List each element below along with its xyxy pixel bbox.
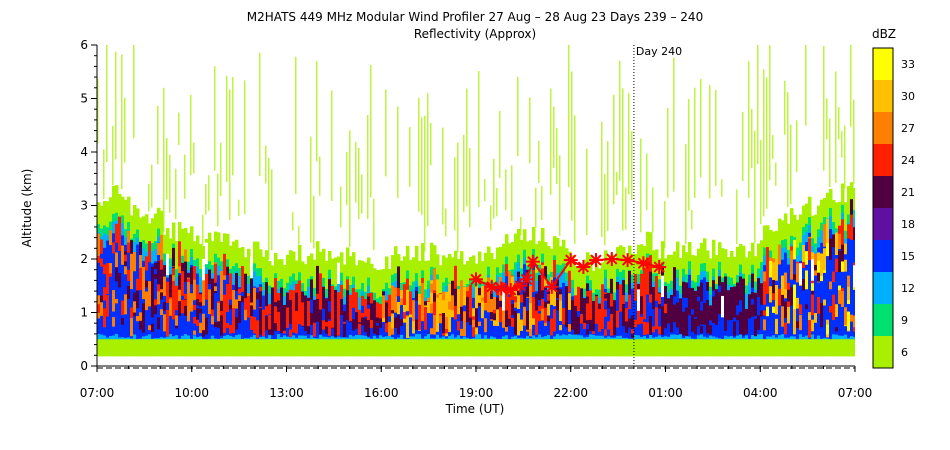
asterisk-marker [589, 253, 604, 268]
y-tick-label: 4 [80, 145, 88, 159]
x-tick-label: 22:00 [553, 386, 588, 400]
colorbar-swatch [873, 208, 893, 240]
x-axis-ticks: 07:00 10:00 13:00 16:00 19:00 22:00 01:00 04:00… [80, 366, 873, 400]
asterisk-marker [636, 256, 651, 271]
colorbar-swatch [873, 80, 893, 112]
chart-title: M2HATS 449 MHz Modular Wind Profiler 27 … [247, 10, 703, 24]
colorbar-swatch [873, 240, 893, 272]
asterisk-marker [544, 279, 559, 294]
chart-subtitle: Reflectivity (Approx) [414, 27, 536, 41]
colorbar-frame [872, 47, 894, 369]
x-tick-label: 19:00 [459, 386, 494, 400]
y-tick-label: 2 [80, 252, 88, 266]
y-tick-label: 5 [80, 92, 88, 106]
x-tick-label: 04:00 [743, 386, 778, 400]
colorbar: 33 30 27 24 21 18 15 12 9 6 [872, 47, 915, 369]
y-axis-ticks: 0 1 2 3 4 5 6 [80, 38, 97, 373]
asterisk-marker [519, 272, 534, 287]
asterisk-marker [620, 253, 635, 268]
y-axis-label: Altitude (km) [20, 169, 34, 248]
colorbar-tick-label: 6 [901, 346, 908, 359]
colorbar-swatch [873, 144, 893, 176]
x-axis-label: Time (UT) [445, 402, 505, 416]
colorbar-tick-label: 27 [901, 122, 915, 135]
colorbar-tick-label: 18 [901, 218, 915, 231]
asterisk-marker [525, 254, 540, 269]
colorbar-swatch [873, 272, 893, 304]
x-tick-label: 10:00 [174, 386, 209, 400]
reflectivity-field [97, 45, 855, 357]
colorbar-tick-label: 30 [901, 90, 915, 103]
asterisk-marker [469, 272, 483, 287]
day-marker-label: Day 240 [636, 45, 682, 58]
x-tick-label: 07:00 [838, 386, 873, 400]
colorbar-tick-label: 12 [901, 282, 915, 295]
asterisk-marker [576, 260, 591, 275]
y-tick-label: 3 [80, 199, 88, 213]
colorbar-tick-label: 24 [901, 154, 915, 167]
y-tick-label: 6 [80, 38, 88, 52]
x-tick-label: 07:00 [80, 386, 115, 400]
colorbar-tick-label: 15 [901, 250, 915, 263]
x-tick-label: 13:00 [269, 386, 304, 400]
colorbar-swatch [873, 336, 893, 368]
colorbar-swatch [873, 304, 893, 336]
asterisk-marker [494, 281, 509, 296]
asterisk-marker [604, 252, 619, 266]
marker-series [469, 252, 667, 298]
y-tick-label: 1 [80, 306, 88, 320]
asterisk-marker [563, 253, 578, 268]
colorbar-tick-label: 33 [901, 58, 915, 71]
x-tick-label: 16:00 [364, 386, 399, 400]
colorbar-label: dBZ [872, 27, 896, 41]
colorbar-tick-label: 21 [901, 186, 915, 199]
colorbar-swatch [873, 48, 893, 80]
x-tick-label: 01:00 [648, 386, 683, 400]
colorbar-swatch [873, 112, 893, 144]
asterisk-marker [484, 279, 499, 294]
colorbar-tick-label: 9 [901, 314, 908, 327]
asterisk-marker [652, 260, 667, 275]
y-tick-label: 0 [80, 359, 88, 373]
colorbar-swatch [873, 176, 893, 208]
